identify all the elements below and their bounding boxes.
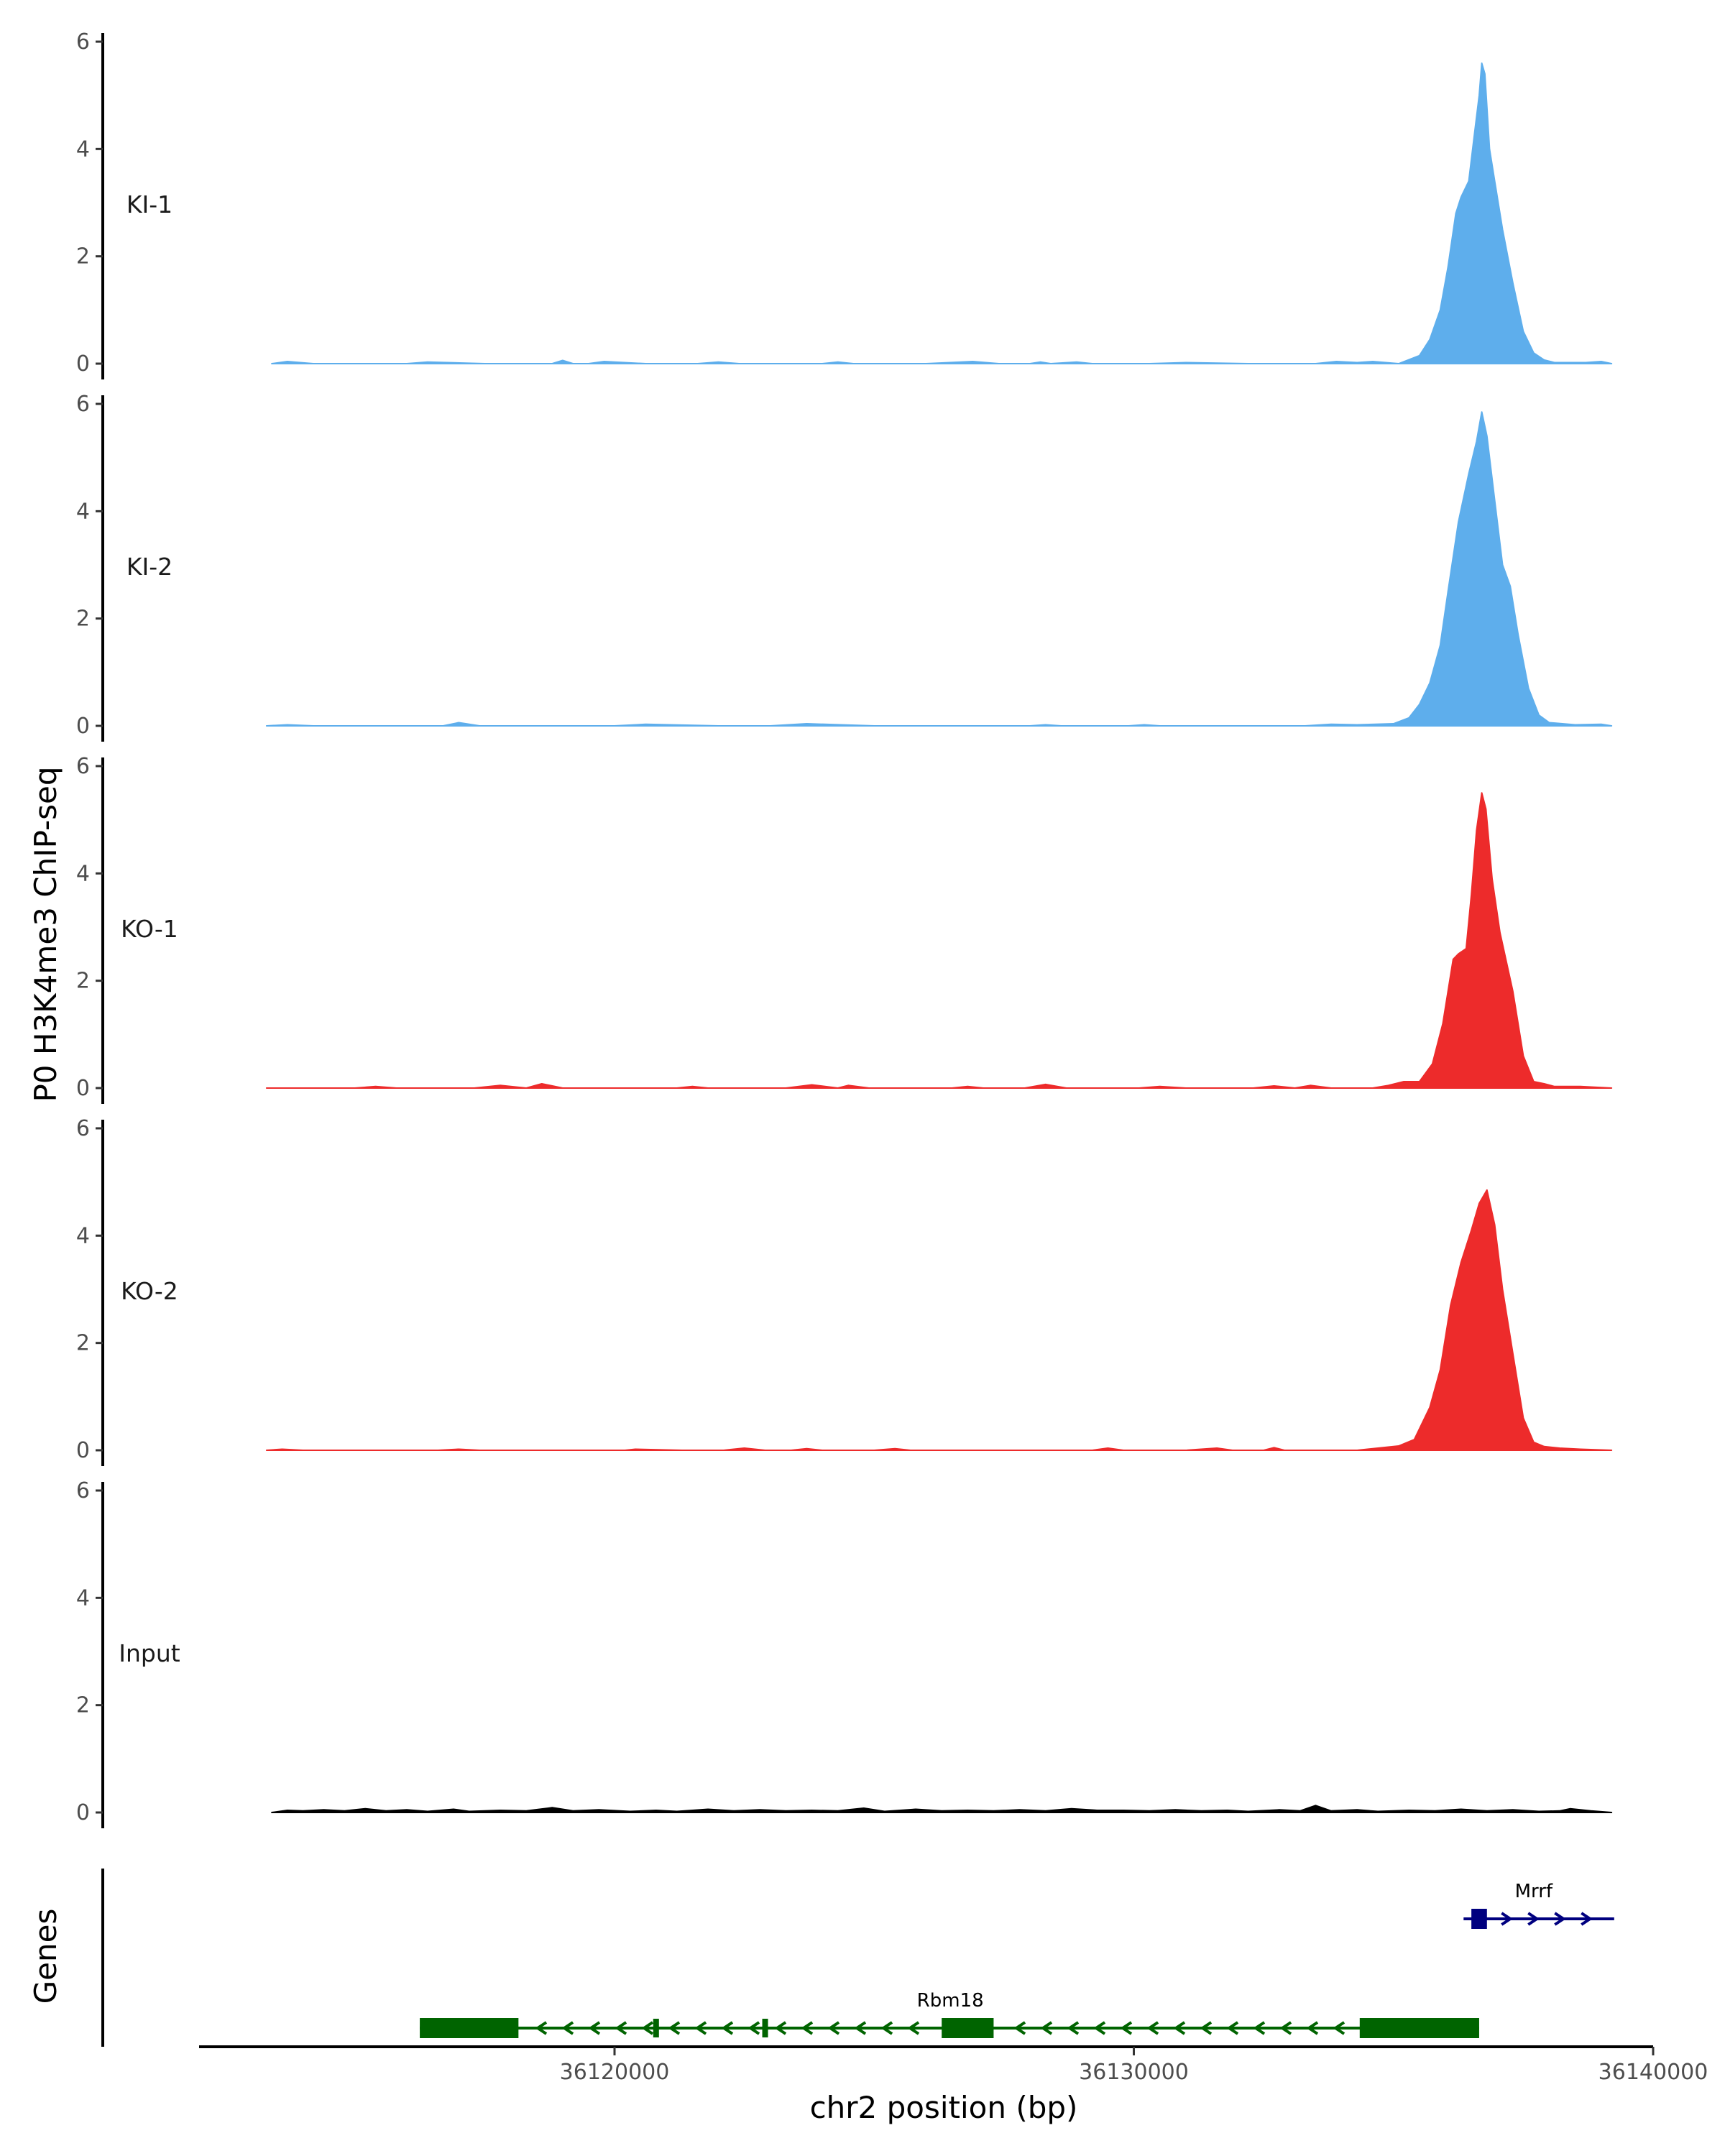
x-axis-title: chr2 position (bp) bbox=[810, 2090, 1078, 2125]
strand-arrow bbox=[1120, 2021, 1133, 2035]
y-tick-label: 6 bbox=[76, 1116, 90, 1141]
strand-arrow bbox=[1279, 2021, 1292, 2035]
gene-exon bbox=[942, 2018, 994, 2038]
y-tick-label: 6 bbox=[76, 754, 90, 779]
tracks-panel: 0 2 4 6 KI-1 0 2 4 6 KI-2 0 2 4 6 KO-1 0 2 4 6 KO-2 0 2 4 6 Inpu… bbox=[76, 29, 1613, 1828]
y-tick-label: 2 bbox=[76, 969, 90, 994]
strand-arrow bbox=[561, 2021, 574, 2035]
strand-arrow bbox=[588, 2021, 601, 2035]
y-tick-label: 0 bbox=[76, 1800, 90, 1825]
strand-arrow bbox=[535, 2021, 548, 2035]
strand-arrow bbox=[1501, 1912, 1513, 1926]
strand-arrow bbox=[721, 2021, 734, 2035]
strand-arrow bbox=[1013, 2021, 1026, 2035]
gene-label: Rbm18 bbox=[917, 1990, 984, 2012]
gene-exon bbox=[420, 2018, 519, 2038]
y-tick-label: 2 bbox=[76, 244, 90, 270]
y-tick-label: 0 bbox=[76, 1076, 90, 1101]
y-tick-label: 2 bbox=[76, 1331, 90, 1356]
y-tick-label: 6 bbox=[76, 1478, 90, 1503]
y-axis-title: P0 H3K4me3 ChIP-seq bbox=[28, 766, 63, 1102]
strand-arrow bbox=[1253, 2021, 1266, 2035]
y-tick-label: 2 bbox=[76, 607, 90, 632]
y-tick-label: 6 bbox=[76, 392, 90, 417]
track-ko-2: 0 2 4 6 KO-2 bbox=[76, 1116, 1613, 1466]
gene-tick-mark bbox=[653, 2019, 659, 2037]
strand-arrow bbox=[854, 2021, 867, 2035]
strand-arrow bbox=[1067, 2021, 1080, 2035]
strand-arrow bbox=[907, 2021, 920, 2035]
genes-panel: Genes Rbm18 Mrrf bbox=[28, 1869, 1614, 2047]
strand-arrow bbox=[641, 2021, 654, 2035]
strand-arrow bbox=[774, 2021, 787, 2035]
y-tick-label: 4 bbox=[76, 1223, 90, 1248]
signal-area bbox=[265, 792, 1613, 1089]
strand-arrow bbox=[1581, 1912, 1593, 1926]
track-ko-1: 0 2 4 6 KO-1 bbox=[76, 754, 1613, 1104]
track-ki-2: 0 2 4 6 KI-2 bbox=[76, 392, 1613, 742]
track-label: KI-1 bbox=[126, 190, 172, 218]
strand-arrow bbox=[748, 2021, 760, 2035]
y-tick-label: 2 bbox=[76, 1693, 90, 1718]
x-tick-label: 36120000 bbox=[560, 2060, 670, 2085]
track-label: KI-2 bbox=[126, 553, 172, 581]
track-ki-1: 0 2 4 6 KI-1 bbox=[76, 29, 1613, 379]
y-tick-label: 0 bbox=[76, 714, 90, 739]
y-tick-label: 4 bbox=[76, 861, 90, 886]
signal-area bbox=[271, 62, 1613, 364]
strand-arrow bbox=[880, 2021, 893, 2035]
y-tick-label: 0 bbox=[76, 351, 90, 377]
gene-label: Mrrf bbox=[1515, 1881, 1553, 1902]
strand-arrow bbox=[1306, 2021, 1319, 2035]
strand-arrow bbox=[827, 2021, 840, 2035]
x-axis: 36120000 36130000 36140000 bbox=[199, 2045, 1708, 2085]
y-tick-label: 6 bbox=[76, 29, 90, 55]
strand-arrow bbox=[1093, 2021, 1106, 2035]
track-label: KO-1 bbox=[121, 915, 178, 943]
strand-arrow bbox=[668, 2021, 681, 2035]
signal-area bbox=[271, 1805, 1613, 1813]
signal-area bbox=[265, 411, 1613, 727]
strand-arrow bbox=[694, 2021, 707, 2035]
y-tick-label: 4 bbox=[76, 137, 90, 162]
strand-arrow bbox=[1200, 2021, 1213, 2035]
gene-exon bbox=[1359, 2018, 1479, 2038]
signal-area bbox=[265, 1189, 1613, 1451]
strand-arrow bbox=[1527, 1912, 1540, 1926]
x-tick-label: 36140000 bbox=[1598, 2060, 1708, 2085]
strand-arrow bbox=[1146, 2021, 1159, 2035]
strand-arrow bbox=[1554, 1912, 1566, 1926]
y-tick-label: 4 bbox=[76, 499, 90, 524]
strand-arrow bbox=[1040, 2021, 1053, 2035]
track-label: KO-2 bbox=[121, 1277, 178, 1305]
gene-mrrf: Mrrf bbox=[1463, 1881, 1614, 1929]
y-tick-label: 4 bbox=[76, 1585, 90, 1611]
strand-arrow bbox=[1226, 2021, 1239, 2035]
strand-arrow bbox=[1333, 2021, 1346, 2035]
strand-arrow bbox=[1173, 2021, 1186, 2035]
track-input: 0 2 4 6 Input bbox=[76, 1478, 1613, 1828]
strand-arrow bbox=[615, 2021, 627, 2035]
x-tick-label: 36130000 bbox=[1079, 2060, 1189, 2085]
gene-rbm18: Rbm18 bbox=[420, 1990, 1479, 2038]
track-label: Input bbox=[119, 1639, 180, 1667]
y-tick-label: 0 bbox=[76, 1438, 90, 1463]
gene-exon bbox=[1471, 1909, 1487, 1929]
gene-tick-mark bbox=[762, 2019, 768, 2037]
strand-arrow bbox=[801, 2021, 814, 2035]
genes-axis-title: Genes bbox=[28, 1909, 63, 2004]
